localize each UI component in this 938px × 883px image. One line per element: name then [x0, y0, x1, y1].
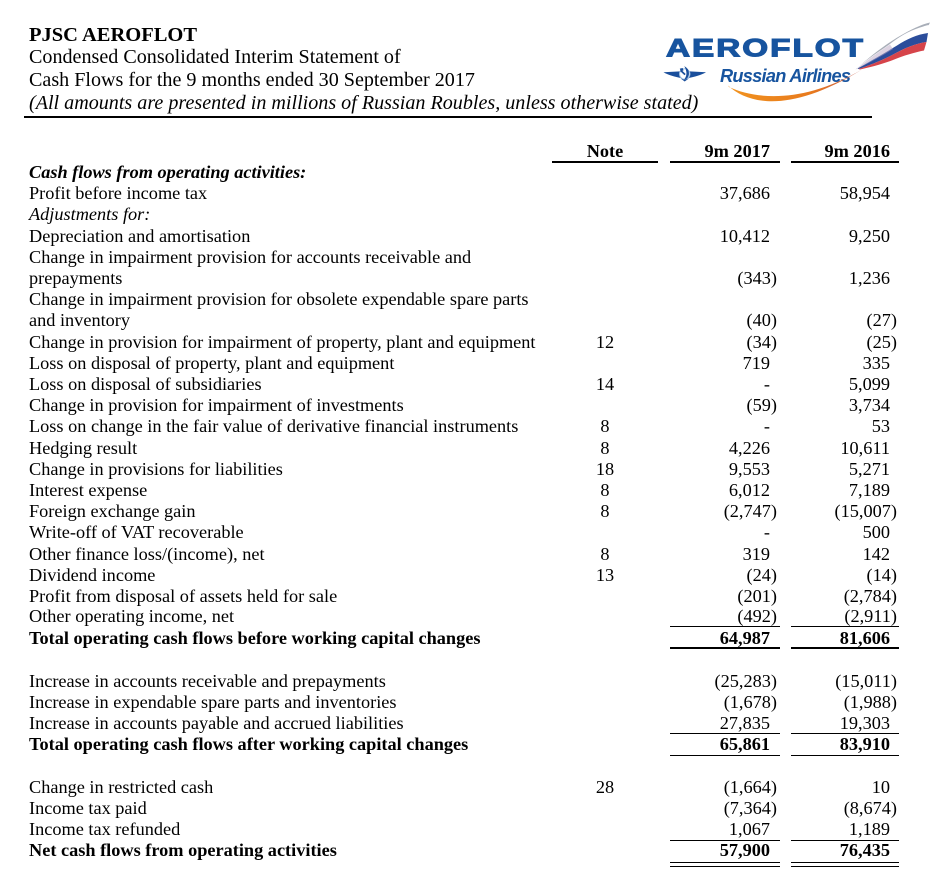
svg-text:AEROFLOT: AEROFLOT	[666, 35, 865, 63]
svg-text:Russian Airlines: Russian Airlines	[720, 66, 851, 86]
